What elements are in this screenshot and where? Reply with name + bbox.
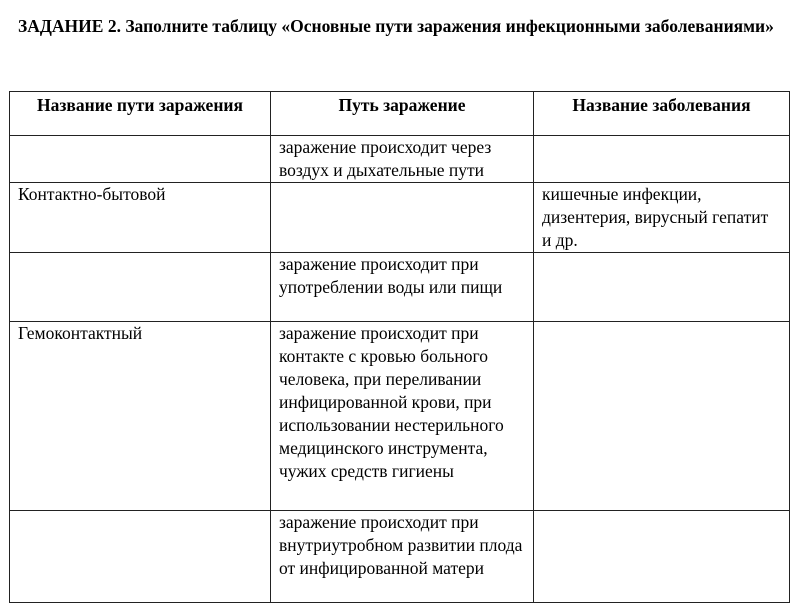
table-row: Гемоконтактный заражение происходит при … (9, 321, 790, 511)
header-route-name: Название пути заражения (9, 91, 271, 136)
table-cell[interactable] (533, 252, 790, 322)
table-cell: Гемоконтактный (9, 321, 271, 511)
table-row: заражение происходит при внутриутробном … (9, 510, 790, 603)
infection-routes-table: Название пути заражения Путь заражение Н… (9, 91, 790, 603)
table-row: Контактно-бытовой кишечные инфекции, диз… (9, 182, 790, 253)
table-cell: заражение происходит при употреблении во… (270, 252, 534, 322)
table-cell: Контактно-бытовой (9, 182, 271, 253)
table-cell[interactable] (533, 510, 790, 603)
table-cell: заражение происходит при внутриутробном … (270, 510, 534, 603)
table-row: заражение происходит при употреблении во… (9, 252, 790, 322)
header-route: Путь заражение (270, 91, 534, 136)
header-disease: Название заболевания (533, 91, 790, 136)
table-cell[interactable] (270, 182, 534, 253)
table-cell: кишечные инфекции, дизентерия, вирусный … (533, 182, 790, 253)
table-cell: заражение происходит через воздух и дыха… (270, 135, 534, 183)
table-cell[interactable] (533, 321, 790, 511)
task-title: ЗАДАНИЕ 2. Заполните таблицу «Основные п… (18, 16, 774, 36)
table-cell[interactable] (9, 252, 271, 322)
table-cell[interactable] (533, 135, 790, 183)
table-header-row: Название пути заражения Путь заражение Н… (9, 91, 790, 136)
table-cell: заражение происходит при контакте с кров… (270, 321, 534, 511)
table-cell[interactable] (9, 135, 271, 183)
table-cell[interactable] (9, 510, 271, 603)
table-row: заражение происходит через воздух и дыха… (9, 135, 790, 183)
